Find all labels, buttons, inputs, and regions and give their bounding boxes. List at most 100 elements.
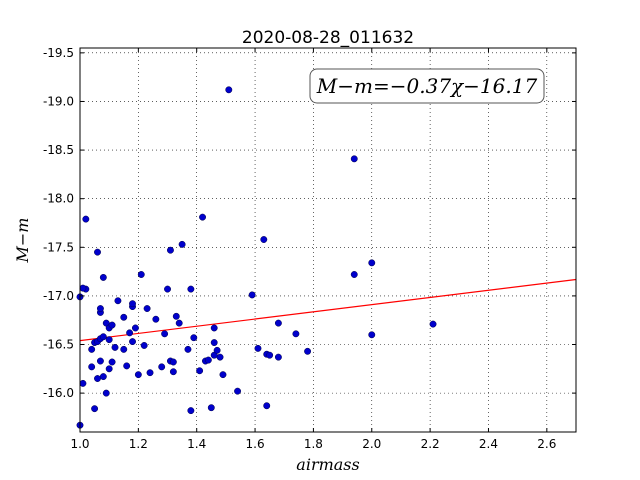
x-tick-label: 1.2 [129,437,148,451]
data-point [111,343,119,351]
annotation-box [309,68,545,104]
data-point [94,375,101,382]
data-point [210,324,218,332]
data-point [161,330,169,338]
y-tick-label: -17.5 [43,240,74,254]
data-point [274,353,282,361]
data-point [140,342,148,349]
data-point [137,271,145,278]
y-tick-label: -19.0 [43,94,74,108]
data-point [105,336,113,344]
data-point [108,358,116,366]
y-axis-ticks: -16.0 -16.5 -17.0 -17.5 -18.0 -18.5 -19.0 -19.5 [43,46,576,400]
data-point [178,240,186,248]
data-point [96,305,104,312]
fit-line-group [79,278,577,342]
data-point [213,346,221,354]
data-point [164,285,171,293]
y-tick-label: -16.0 [43,386,74,400]
data-point [152,315,160,323]
data-point [105,365,113,373]
data-point [207,404,215,412]
data-point [143,305,151,312]
data-point [260,236,268,243]
data-point [234,387,242,395]
data-point [99,273,107,281]
data-point [216,353,224,361]
data-point [123,362,131,370]
data-point [292,330,300,338]
data-point [266,351,274,359]
data-point [368,259,376,267]
data-point [120,345,128,353]
data-point [263,402,271,410]
data-point [169,368,177,376]
data-point [102,389,110,397]
data-point [82,215,90,223]
x-tick-label: 1.6 [246,437,265,451]
data-point [204,356,212,364]
data-point [172,312,180,320]
data-point [254,344,262,352]
data-point [114,297,122,305]
data-point [79,284,87,292]
data-point [129,300,136,308]
data-point [175,319,183,327]
data-point [169,358,177,366]
data-point [350,155,358,163]
data-point [94,248,101,256]
x-axis-ticks: 1.0 1.2 1.4 1.6 1.8 2.0 2.2 2.4 2.6 [70,48,556,451]
data-point [187,285,195,293]
y-tick-label: -18.0 [43,192,74,206]
data-point [88,363,96,371]
data-point [79,379,87,387]
grid [79,48,576,432]
data-point [274,319,282,327]
x-tick-label: 2.2 [421,437,440,451]
data-point [429,320,437,328]
fit-line [79,278,577,342]
data-point [199,213,206,221]
y-tick-label: -19.5 [43,46,74,60]
data-point [134,371,142,379]
fit-equation: M−m=−0.37χ−16.17 [316,74,538,98]
data-point [184,345,192,353]
data-point [108,321,116,329]
data-point [304,347,312,355]
x-tick-label: 1.8 [304,437,323,451]
data-point [248,291,256,299]
y-tick-label: -17.0 [43,289,74,303]
data-point [120,313,128,321]
x-tick-label: 2.4 [479,437,498,451]
data-point [91,405,99,413]
chart-title: 2020-08-28_011632 [242,28,414,48]
data-point [187,407,195,415]
x-tick-label: 1.0 [70,437,89,451]
y-tick-label: -16.5 [43,338,74,352]
data-point [131,324,139,332]
data-point [96,357,104,365]
y-axis-label: M−m [13,218,32,264]
y-tick-label: -18.5 [43,143,74,157]
data-point [190,334,198,342]
data-point [88,345,96,353]
data-point [158,363,166,371]
x-tick-label: 2.0 [362,437,381,451]
data-point [210,339,218,347]
data-point [146,369,154,377]
x-tick-label: 1.4 [187,437,206,451]
data-point [225,86,233,94]
data-points [76,86,437,429]
data-point [368,331,376,339]
x-axis-label: airmass [296,455,359,474]
data-point [350,271,358,278]
plot-frame [79,47,577,433]
data-point [196,367,204,375]
x-tick-label: 2.6 [537,437,556,451]
data-point [129,338,136,346]
data-point [166,246,174,254]
data-point [99,373,107,381]
data-point [219,371,227,379]
data-point [99,333,107,341]
